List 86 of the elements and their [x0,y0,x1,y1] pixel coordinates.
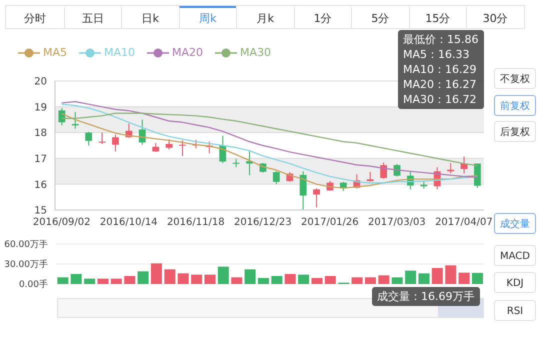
bar [218,266,229,284]
text: KDJ [494,272,536,293]
y-tick-label: 60.00万手 [4,239,48,250]
text: 日k [121,6,178,28]
x-tick-label: 2016/12/23 [234,217,292,228]
text: 月k [236,6,294,28]
annotation: MA20：16.27 [403,77,478,92]
candlestick [152,142,160,152]
bar [70,274,82,284]
y-tick-label: 18 [34,128,47,140]
text: 周k [178,6,236,28]
x-tick-label: 2016/11/18 [166,217,225,228]
y-tick-label: 30.00万手 [4,259,48,270]
text: RSI [494,300,536,321]
x-tick-label: 2016/09/02 [32,217,91,228]
bar [378,275,390,284]
bar [84,278,96,284]
y-tick-label: 16 [34,180,47,191]
text: 30分 [466,6,524,28]
bar [191,274,202,284]
text: MACD [494,245,536,266]
candlestick [112,134,119,152]
legend-label: MA10 [104,46,136,59]
bar [97,278,108,284]
bar [110,278,122,284]
text: 五日 [64,6,121,28]
bar [138,271,149,284]
text: 5分 [351,6,408,28]
candlestick [85,131,92,146]
bar [324,276,336,284]
bar [311,278,322,284]
x-tick-label: 2017/04/07 [435,217,493,228]
candlestick [380,162,387,180]
x-tick-label: 2017/03/03 [368,217,426,228]
y-tick-label: 17 [34,154,47,165]
y-tick-label: 20 [34,76,47,88]
bar [164,269,176,284]
candlestick [394,164,400,177]
candlestick [313,188,320,208]
bar [271,276,282,284]
bar [352,277,363,284]
bar [244,269,256,284]
x-tick-label: 2016/10/14 [100,217,158,228]
bar [178,273,189,284]
bar [124,276,136,284]
bar [405,270,416,284]
bar [231,277,242,284]
volume-tooltip: 成交量：16.69万手 [372,287,480,306]
legend-label: MA20 [172,46,204,59]
candlestick [272,170,280,185]
text: 前复权 [494,95,536,116]
legend-label: MA30 [240,46,272,59]
bar [150,263,162,284]
text: 分时 [22,11,47,27]
candlestick [179,140,186,157]
price-tooltip: 最低价：15.86 MA5：16.33 MA10：16.29 MA20：16.27 MA30：16.72 [398,30,484,109]
candlestick [300,170,307,210]
bar [458,272,470,284]
text: 15分 [408,6,466,28]
text: 1分 [294,6,351,28]
text: 成交量 [494,213,536,234]
candlestick [72,111,79,130]
legend-label: MA5 [43,46,68,59]
bar [57,277,68,284]
bar [392,277,403,284]
candlestick [166,138,172,150]
candlestick [447,162,454,174]
candlestick [460,156,468,174]
bar [445,265,456,284]
candlestick [246,150,253,176]
bar [258,278,269,284]
y-tick-label: 19 [34,102,47,114]
text: 后复权 [494,121,536,142]
candlestick [98,132,106,144]
bar [298,274,310,284]
bar [472,272,483,284]
y-tick-label: 15 [34,206,47,217]
x-tick-label: 2017/01/26 [301,217,359,228]
annotation: MA30：16.72 [403,92,478,107]
y-tick-label: 0.00手 [18,279,48,290]
bar [284,274,296,284]
bar [418,273,430,284]
bar [432,268,443,284]
bar [364,277,376,284]
bar [204,274,216,284]
text: 不复权 [494,68,536,89]
